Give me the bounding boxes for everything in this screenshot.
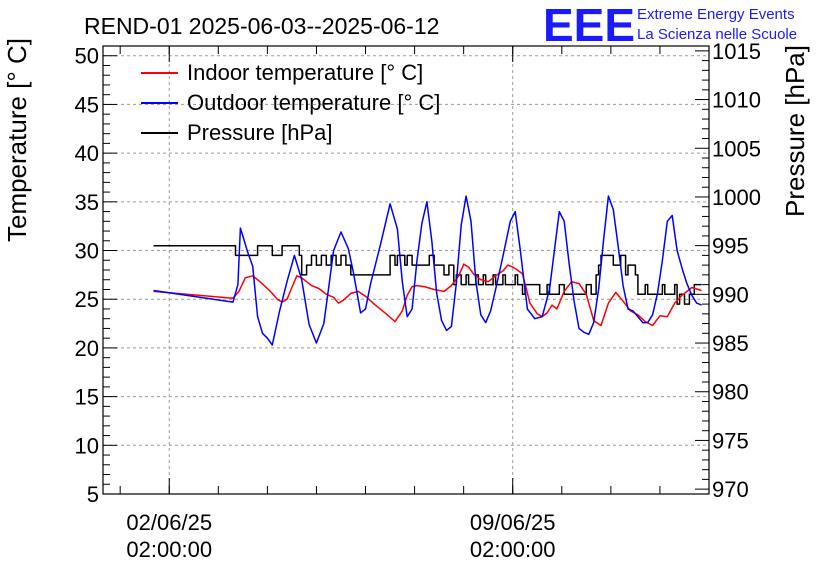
y2-tick-label: 975 bbox=[712, 428, 749, 453]
y2-tick-label: 980 bbox=[712, 380, 749, 405]
y-axis-title: Temperature [° C] bbox=[2, 38, 32, 242]
series-pressure bbox=[153, 244, 702, 305]
y-tick-label: 35 bbox=[75, 190, 99, 215]
y-tick-label: 25 bbox=[75, 287, 99, 312]
y2-axis-title: Pressure [hPa] bbox=[780, 45, 810, 217]
x-tick-date-label: 09/06/25 bbox=[470, 510, 556, 535]
y2-tick-label: 1010 bbox=[712, 88, 761, 113]
y2-tick-label: 1015 bbox=[712, 39, 761, 64]
series-outdoor-temperature bbox=[153, 195, 702, 346]
y-tick-label: 20 bbox=[75, 336, 99, 361]
y-tick-label: 10 bbox=[75, 433, 99, 458]
chart-title: REND-01 2025-06-03--2025-06-12 bbox=[84, 13, 439, 39]
logo-line-1: Extreme Energy Events bbox=[637, 6, 795, 23]
y-tick-label: 30 bbox=[75, 239, 99, 264]
y-tick-label: 5 bbox=[87, 482, 99, 507]
legend-label-indoor: Indoor temperature [° C] bbox=[187, 60, 423, 85]
logo-line-2: La Scienza nelle Scuole bbox=[637, 26, 797, 43]
series-layer bbox=[153, 195, 702, 346]
y2-tick-label: 1000 bbox=[712, 185, 761, 210]
y2-tick-label: 970 bbox=[712, 477, 749, 502]
y-tick-label: 45 bbox=[75, 92, 99, 117]
grid bbox=[103, 46, 709, 495]
x-tick-time-label: 02:00:00 bbox=[126, 537, 212, 562]
legend-label-pressure: Pressure [hPa] bbox=[187, 120, 333, 145]
y2-tick-label: 995 bbox=[712, 234, 749, 259]
y2-tick-label: 985 bbox=[712, 331, 749, 356]
logo-mark: EEE bbox=[543, 0, 635, 51]
series-indoor-temperature bbox=[153, 263, 702, 327]
y-axis-right: 970 975 980 985 990 995 1000 1005 1010 1015 bbox=[695, 39, 761, 502]
x-tick-time-label: 02:00:00 bbox=[470, 537, 556, 562]
y2-tick-label: 990 bbox=[712, 282, 749, 307]
y-tick-label: 15 bbox=[75, 385, 99, 410]
y-axis-left: 5 10 15 20 25 30 35 40 45 50 bbox=[75, 44, 117, 507]
legend: Indoor temperature [° C] Outdoor tempera… bbox=[141, 60, 440, 145]
y-tick-label: 50 bbox=[75, 44, 99, 69]
legend-label-outdoor: Outdoor temperature [° C] bbox=[187, 90, 440, 115]
y-tick-label: 40 bbox=[75, 141, 99, 166]
y2-tick-label: 1005 bbox=[712, 136, 761, 161]
logo: EEE Extreme Energy Events La Scienza nel… bbox=[543, 0, 797, 51]
x-tick-date-label: 02/06/25 bbox=[126, 510, 212, 535]
